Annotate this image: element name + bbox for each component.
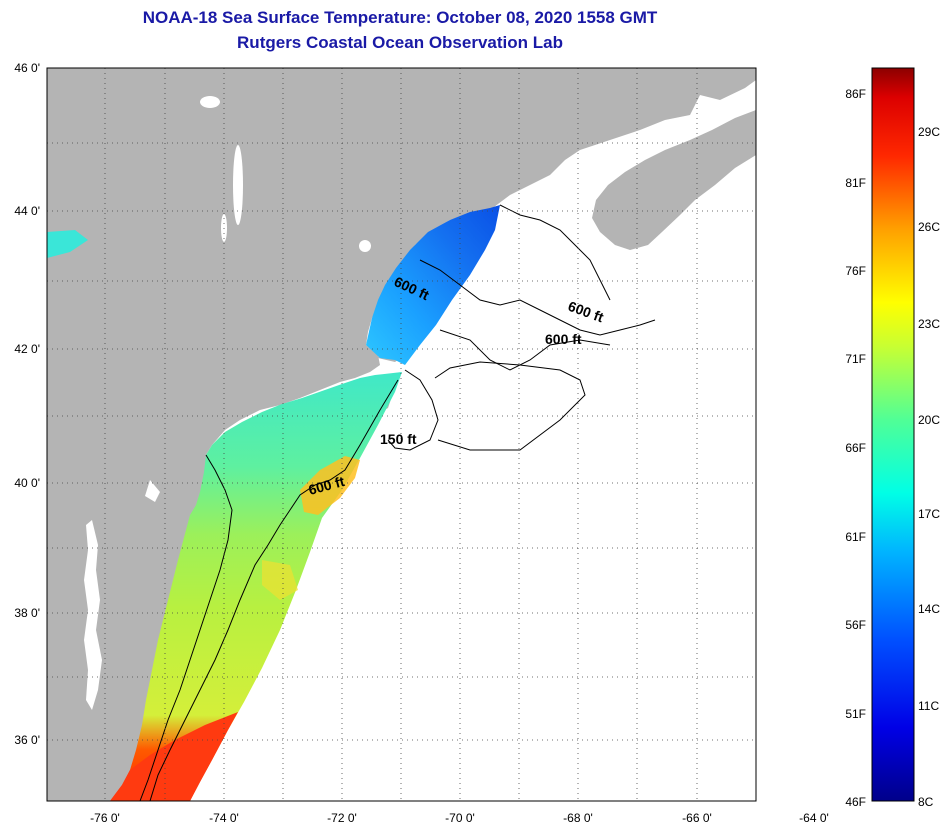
colorbar-c-label: 26C [918,220,940,234]
lon-label-72: -72 0' [327,811,357,825]
lake-champlain [233,145,243,225]
lon-label-76: -76 0' [90,811,120,825]
colorbar-f-label: 66F [845,441,866,455]
us-mainland [47,68,756,801]
colorbar-f-label: 86F [845,87,866,101]
contour-label-150ft: 150 ft [380,431,417,447]
sst-warm-patch-2 [262,560,298,600]
lon-label-64: -64 0' [799,811,829,825]
colorbar-f-label: 51F [845,707,866,721]
map-title: NOAA-18 Sea Surface Temperature: October… [142,8,658,27]
map-subtitle: Rutgers Coastal Ocean Observation Lab [237,33,563,52]
colorbar-c-label: 20C [918,413,940,427]
colorbar-c-label: 8C [918,795,934,809]
graticule [47,68,756,801]
colorbar [871,67,915,802]
contour-100ft [139,454,233,801]
delmarva [110,500,192,650]
contour-600ft-shelf [149,379,399,801]
lat-label-40: 40 0' [14,476,40,490]
colorbar-f-label: 71F [845,352,866,366]
contour-150ft [387,361,586,451]
colorbar-f-label: 81F [845,176,866,190]
lat-label-46: 46 0' [14,61,40,75]
colorbar-f-label: 76F [845,264,866,278]
delaware-bay [145,480,160,502]
nova-scotia [592,110,756,250]
colorbar-c-label: 11C [918,699,939,713]
lon-label-74: -74 0' [209,811,239,825]
lat-label-36: 36 0' [14,733,40,747]
lon-label-70: -70 0' [445,811,475,825]
lake-small-1 [200,96,220,108]
sst-lake [47,230,88,258]
chesapeake-bay [84,520,102,710]
colorbar-c-label: 14C [918,602,940,616]
lon-label-68: -68 0' [563,811,593,825]
sst-gulf-stream [110,712,238,801]
colorbar-f-label: 61F [845,530,866,544]
colorbar-f-label: 46F [845,795,866,809]
colorbar-c-label: 29C [918,125,940,139]
lat-label-38: 38 0' [14,606,40,620]
contour-600ft-gom [419,204,656,371]
sst-warm-patch [300,456,360,515]
lat-label-44: 44 0' [14,204,40,218]
contour-label-georges-2: 600 ft [545,331,582,347]
lon-label-66: -66 0' [682,811,712,825]
lake-small-3 [359,240,371,252]
colorbar-f-label: 56F [845,618,866,632]
colorbar-c-label: 23C [918,317,940,331]
colorbar-c-label: 17C [918,507,940,521]
lat-label-42: 42 0' [14,342,40,356]
sst-swath-gom [366,205,500,365]
